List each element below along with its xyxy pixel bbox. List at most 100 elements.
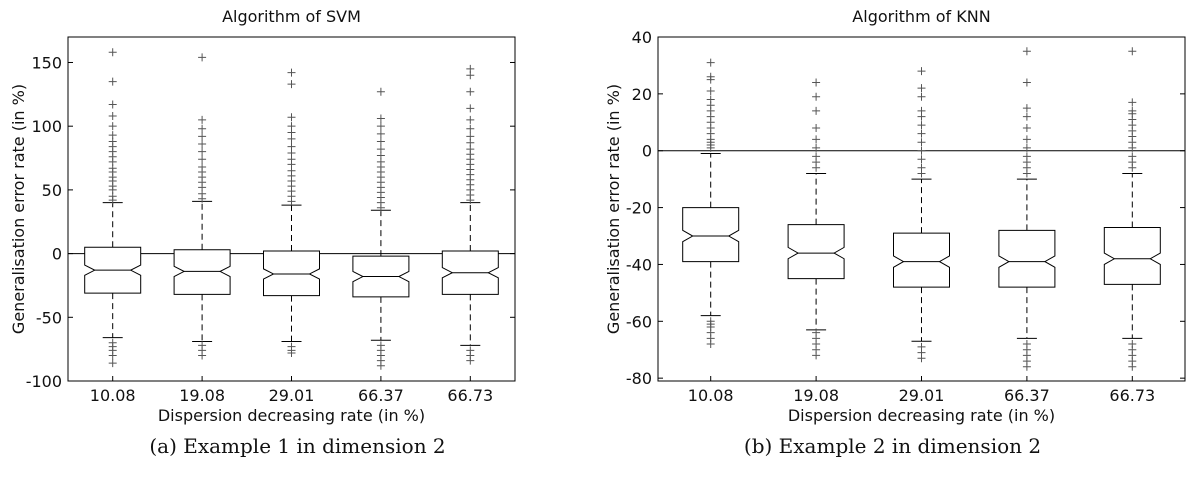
svm-box-1 — [84, 48, 142, 368]
outlier-marker — [812, 78, 821, 87]
svm-ytick-label: 150 — [31, 53, 62, 72]
outlier-marker — [108, 359, 117, 368]
outlier-marker — [108, 111, 117, 120]
chart-panel-svm: Algorithm of SVM -100 -50 0 50 100 150 10.08 19.… — [9, 7, 516, 458]
notched-box — [998, 229, 1056, 288]
svm-xtick-label: 66.73 — [447, 386, 493, 405]
outlier-marker — [466, 87, 475, 96]
outlier-marker — [706, 340, 715, 349]
knn-xtick-label: 19.08 — [793, 386, 839, 405]
outlier-marker — [108, 131, 117, 140]
svm-ytick-label: -100 — [26, 372, 62, 391]
outlier-marker — [812, 123, 821, 132]
knn-box-5 — [1103, 47, 1161, 371]
outlier-marker — [198, 140, 207, 149]
notched-box — [787, 224, 845, 280]
outlier-marker — [917, 67, 926, 76]
svm-xtick-label: 66.37 — [358, 386, 404, 405]
outlier-marker — [1022, 152, 1031, 161]
knn-ytick-label: -40 — [626, 255, 652, 274]
outlier-marker — [1128, 152, 1137, 161]
knn-x-axis-label: Dispersion decreasing rate (in %) — [788, 406, 1055, 425]
notched-box — [173, 249, 231, 295]
outlier-marker — [466, 132, 475, 141]
outlier-marker — [108, 351, 117, 360]
outlier-marker — [108, 100, 117, 109]
svm-xtick-label: 19.08 — [179, 386, 225, 405]
svm-box-5 — [441, 64, 499, 365]
notched-box — [1103, 226, 1161, 285]
outlier-marker — [198, 155, 207, 164]
outlier-marker — [376, 87, 385, 96]
svm-box-2 — [173, 53, 231, 360]
svm-ytick-label: 50 — [42, 181, 62, 200]
outlier-marker — [198, 162, 207, 171]
outlier-marker — [917, 129, 926, 138]
knn-ytick-label: -20 — [626, 199, 652, 218]
notched-box — [682, 207, 740, 263]
outlier-marker — [1022, 123, 1031, 132]
svm-ytick-label: -50 — [36, 308, 62, 327]
outlier-marker — [706, 58, 715, 67]
outlier-marker — [812, 143, 821, 152]
outlier-marker — [287, 142, 296, 151]
outlier-marker — [706, 72, 715, 81]
outlier-marker — [466, 124, 475, 133]
outlier-marker — [812, 351, 821, 360]
outlier-marker — [108, 77, 117, 86]
outlier-marker — [1022, 78, 1031, 87]
outlier-marker — [706, 95, 715, 104]
figure-caption-b: (b) Example 2 in dimension 2 — [743, 434, 1042, 458]
outlier-marker — [376, 114, 385, 123]
knn-box-1 — [682, 58, 740, 349]
svm-chart-title: Algorithm of SVM — [222, 7, 361, 26]
knn-xtick-label: 66.73 — [1109, 386, 1155, 405]
outlier-marker — [198, 53, 207, 62]
outlier-marker — [198, 132, 207, 141]
knn-ytick-label: -80 — [626, 369, 652, 388]
knn-ytick-label: 40 — [632, 28, 652, 47]
outlier-marker — [466, 115, 475, 124]
outlier-marker — [1022, 112, 1031, 121]
outlier-marker — [1128, 106, 1137, 115]
outlier-marker — [287, 113, 296, 122]
knn-chart-title: Algorithm of KNN — [852, 7, 990, 26]
outlier-marker — [812, 92, 821, 101]
knn-xtick-label: 10.08 — [688, 386, 734, 405]
outlier-marker — [917, 106, 926, 115]
outlier-marker — [917, 121, 926, 130]
chart-panel-knn: Algorithm of KNN -80 -60 -40 -20 0 20 40 10.08 19… — [595, 0, 1190, 477]
outlier-marker — [1022, 362, 1031, 371]
outlier-marker — [376, 361, 385, 370]
notched-box — [263, 250, 320, 297]
outlier-marker — [1128, 98, 1137, 107]
svm-ytick-label: 0 — [52, 245, 62, 264]
knn-ytick-label: 0 — [642, 142, 652, 161]
outlier-marker — [812, 106, 821, 115]
outlier-marker — [917, 92, 926, 101]
svm-xtick-label: 29.01 — [269, 386, 315, 405]
svm-box-4 — [352, 87, 410, 370]
outlier-marker — [706, 87, 715, 96]
knn-ytick-label: -60 — [626, 312, 652, 331]
outlier-marker — [917, 146, 926, 155]
outlier-marker — [1022, 143, 1031, 152]
outlier-marker — [917, 354, 926, 363]
outlier-marker — [198, 115, 207, 124]
knn-xtick-label: 29.01 — [899, 386, 945, 405]
svm-x-axis-label: Dispersion decreasing rate (in %) — [158, 406, 425, 425]
figure-caption-a: (a) Example 1 in dimension 2 — [149, 434, 446, 458]
knn-box-3 — [893, 67, 950, 363]
outlier-marker — [287, 122, 296, 131]
outlier-marker — [917, 138, 926, 147]
outlier-marker — [917, 155, 926, 164]
notched-box — [893, 232, 950, 288]
outlier-marker — [287, 80, 296, 89]
svm-xtick-label: 10.08 — [90, 386, 136, 405]
outlier-marker — [376, 145, 385, 154]
outlier-marker — [1022, 104, 1031, 113]
boxplot-chart-knn: Algorithm of KNN -80 -60 -40 -20 0 20 40 10.08 19… — [604, 7, 1186, 425]
outlier-marker — [198, 147, 207, 156]
outlier-marker — [466, 104, 475, 113]
svm-box-3 — [263, 68, 320, 357]
